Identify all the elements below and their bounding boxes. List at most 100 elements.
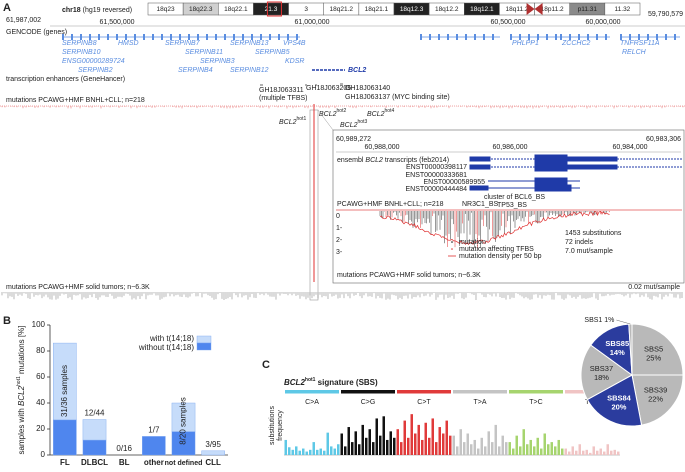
- hotspot-label: BCL2hot1: [279, 116, 306, 126]
- signature-bar: [592, 446, 595, 455]
- stat: 72 indels: [565, 239, 594, 246]
- pie-slice: [586, 374, 643, 427]
- bar-segment: [82, 439, 107, 456]
- signature-bar: [547, 444, 550, 455]
- x-tick-label: other: [144, 458, 164, 467]
- track-label: mutations PCAWG+HMF solid tumors; n~6.3K: [6, 284, 150, 291]
- signature-bar: [375, 418, 378, 455]
- inset-coordinate: 60,984,000: [612, 144, 647, 151]
- signature-bar: [382, 416, 385, 455]
- signature-bar: [487, 431, 490, 455]
- gene-name: SERPINB3: [200, 58, 235, 65]
- gene-name: SERPINB11: [185, 49, 223, 56]
- exon: [89, 34, 91, 40]
- exon: [629, 34, 631, 40]
- band-label: 18q22.3: [189, 6, 213, 13]
- signature-bar: [606, 444, 609, 455]
- gene-name: SERPINB8: [62, 40, 97, 47]
- coordinate: 60,000,000: [585, 19, 620, 26]
- signature-bar: [568, 451, 571, 455]
- signature-bar: [494, 424, 497, 455]
- exon: [528, 34, 530, 40]
- pie-name: SBS1: [584, 317, 602, 324]
- track-label: ensembl BCL2 transcripts (feb2014): [337, 157, 449, 164]
- band-label: 18q12.3: [400, 6, 424, 13]
- signature-bar: [309, 449, 312, 455]
- signature-bar: [302, 448, 305, 455]
- exon: [206, 34, 208, 40]
- signature-bar: [480, 437, 483, 455]
- track-label: GENCODE (genes): [6, 29, 67, 36]
- exon: [456, 34, 458, 40]
- signature-bar: [498, 446, 501, 455]
- centromere: [526, 3, 543, 15]
- y-label-part: samples with: [17, 406, 26, 454]
- gene-name: SERPINB5: [255, 49, 290, 56]
- signature-bar: [442, 433, 445, 455]
- gene-name: HMSD: [118, 40, 139, 47]
- exon: [125, 34, 127, 40]
- exon: [161, 34, 163, 40]
- pie-slice: [580, 344, 633, 401]
- signature-bar: [456, 446, 459, 455]
- exon: [242, 34, 244, 40]
- chromosome: chr18 (hg19 reversed): [62, 7, 132, 14]
- signature-bar: [505, 442, 508, 455]
- exon: [483, 34, 485, 40]
- exon: [674, 34, 676, 40]
- exon: [510, 34, 512, 40]
- exon: [269, 34, 271, 40]
- band-label: 18q21.2: [330, 6, 354, 13]
- exon: [71, 34, 73, 40]
- enhancer-label: GH18J063205: [306, 85, 351, 92]
- pie-slice: [631, 323, 684, 376]
- exon: [587, 34, 589, 40]
- range-end: 59,790,579: [648, 11, 683, 18]
- legend-label: mutation affecting TFBS: [459, 246, 534, 253]
- signature-bar: [295, 446, 298, 455]
- signature-bar: [526, 444, 529, 455]
- y-axis-label: substitutions: [269, 406, 276, 445]
- exon: [116, 34, 118, 40]
- gene-name: SERPINB13: [230, 40, 269, 47]
- panel-label: C: [262, 359, 270, 371]
- bar-label: 1/7: [148, 426, 160, 435]
- group-label: C>G: [361, 399, 376, 406]
- group-bar: [341, 390, 395, 394]
- signature-bar: [396, 429, 399, 455]
- group-label: T>A: [473, 399, 486, 406]
- signature-bar: [305, 451, 308, 455]
- inset-y-tick: 1-: [336, 225, 343, 232]
- coordinate: 61,500,000: [99, 19, 134, 26]
- pie-name: SBS37: [590, 364, 613, 373]
- gene-glyphs: [62, 34, 680, 86]
- pie-value: 22%: [648, 394, 663, 403]
- signature-bar: [529, 439, 532, 455]
- signature-bar: [438, 427, 441, 455]
- pie-label: SBS1 1%: [584, 317, 614, 324]
- y-tick-label: 0: [41, 450, 46, 459]
- enhancer-label: GH18J063137 (MYC binding site): [345, 94, 450, 101]
- track-label: transcription enhancers (GeneHancer): [6, 76, 125, 83]
- gene-name: ENSG00000289724: [62, 58, 125, 65]
- exon: [260, 34, 262, 40]
- exon: [647, 34, 649, 40]
- legend-label: with t(14;18): [149, 334, 194, 343]
- exon: [656, 34, 658, 40]
- gene-name: TNFRSF11A: [620, 40, 660, 47]
- transcript-id: ENST00000333681: [406, 172, 468, 179]
- exon: [560, 34, 562, 40]
- stat: 7.0 mut/sample: [565, 248, 613, 255]
- pie-value: 20%: [611, 403, 626, 412]
- signature-bar: [617, 451, 620, 455]
- y-axis-label: samples with BCL2hot1 mutations [%]: [16, 326, 26, 455]
- inset-range: 60,989,272: [336, 136, 371, 143]
- exon: [197, 34, 199, 40]
- exon: [251, 34, 253, 40]
- panel-label: A: [3, 2, 11, 14]
- pie-value: 18%: [594, 373, 609, 382]
- signature-bar: [417, 424, 420, 455]
- group-label: C>A: [305, 399, 319, 406]
- signature-title: BCL2hot1 signature (SBS): [284, 377, 378, 387]
